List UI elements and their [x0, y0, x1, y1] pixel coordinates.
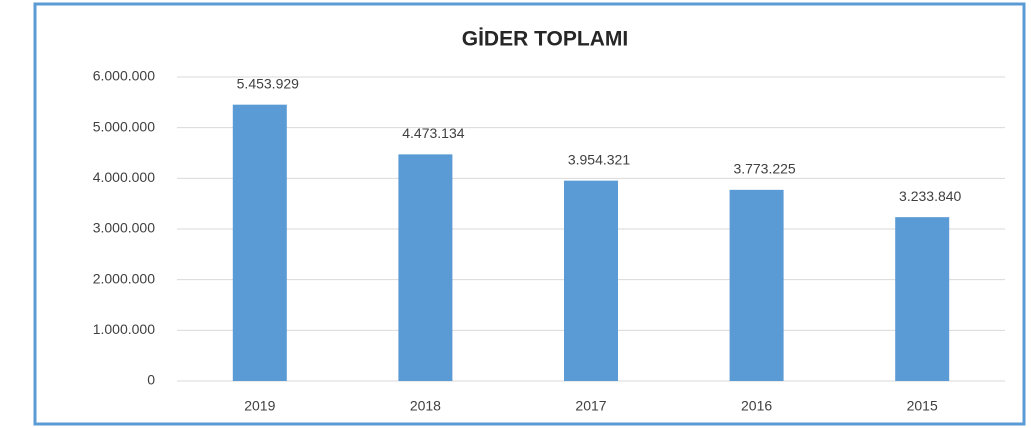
x-tick-label: 2016	[741, 398, 772, 414]
bar	[895, 217, 950, 381]
y-tick-label: 6.000.000	[93, 68, 155, 84]
bar	[232, 104, 287, 381]
data-label: 4.473.134	[402, 125, 464, 141]
data-label: 3.233.840	[899, 188, 961, 204]
y-tick-label: 4.000.000	[93, 169, 155, 185]
x-tick-label: 2015	[907, 398, 938, 414]
chart-border	[33, 2, 1026, 426]
chart-title: GİDER TOPLAMI	[462, 28, 628, 51]
x-tick-label: 2018	[410, 398, 441, 414]
data-label: 3.954.321	[568, 151, 630, 167]
y-tick-label: 5.000.000	[93, 118, 155, 134]
y-tick-label: 3.000.000	[93, 220, 155, 236]
x-tick-label: 2019	[244, 398, 275, 414]
x-tick-label: 2017	[575, 398, 606, 414]
y-tick-label: 1.000.000	[93, 321, 155, 337]
y-tick-label: 2.000.000	[93, 270, 155, 286]
bar	[729, 189, 784, 381]
bar	[564, 180, 618, 381]
data-label: 5.453.929	[237, 75, 299, 91]
data-label: 3.773.225	[733, 161, 795, 177]
y-tick-label: 0	[147, 372, 155, 388]
bar	[398, 154, 453, 381]
